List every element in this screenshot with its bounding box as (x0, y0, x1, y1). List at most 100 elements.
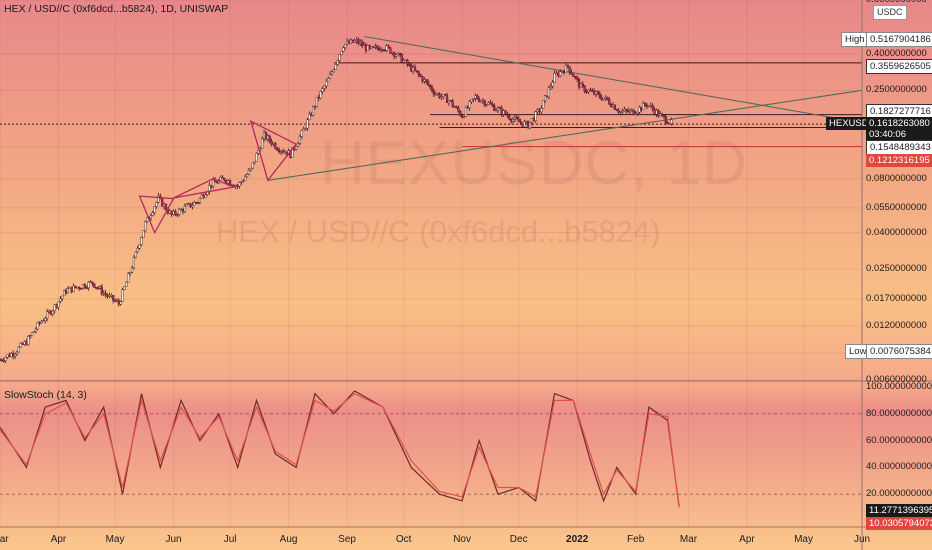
candles (0, 37, 673, 364)
candle-body (359, 41, 362, 44)
candle-body (253, 161, 256, 164)
candle-body (157, 195, 160, 203)
candle-body (74, 285, 77, 288)
candle-body (623, 109, 626, 112)
candle-body (95, 287, 98, 289)
candle-body (349, 39, 352, 44)
candle-body (244, 176, 247, 181)
candle-body (425, 79, 428, 82)
indicator-title[interactable]: SlowStoch (14, 3) (4, 389, 87, 401)
candle-body (468, 101, 471, 109)
candle-body (164, 204, 168, 210)
candle-body (115, 300, 119, 302)
candle-body (589, 89, 592, 92)
candle-body (44, 318, 47, 322)
candle-body (345, 41, 349, 45)
trendlines (267, 35, 863, 181)
candle-body (415, 70, 418, 72)
candle-body (647, 105, 650, 107)
candle-body (442, 94, 445, 97)
candle-body (449, 100, 452, 102)
candle-body (185, 204, 188, 207)
candle-body (129, 272, 132, 274)
candle-body (477, 98, 481, 102)
candle-body (627, 110, 630, 113)
candle-body (559, 71, 562, 77)
candle-body (47, 310, 51, 313)
candle-body (327, 78, 330, 82)
candle-body (189, 203, 192, 208)
countdown: 03:40:06 (869, 129, 906, 140)
candle-body (204, 194, 207, 198)
candle-body (540, 107, 543, 113)
candle-body (376, 45, 379, 49)
candle-body (106, 294, 109, 297)
grid-lines (0, 0, 863, 526)
candle-body (398, 52, 401, 55)
candle-body (476, 95, 479, 100)
candle-body (108, 295, 111, 297)
candle-body (606, 96, 609, 100)
candle-body (123, 286, 126, 290)
candle-body (574, 76, 577, 79)
candle-body (121, 289, 124, 302)
candle-body (577, 79, 581, 88)
candle-body (336, 60, 339, 65)
candle-body (455, 106, 458, 109)
candle-body (615, 109, 618, 111)
candle-body (40, 321, 43, 324)
candle-body (210, 184, 213, 187)
candle-body (498, 107, 501, 109)
candle-body (391, 52, 394, 54)
candle-body (396, 52, 400, 56)
candle-body (444, 94, 447, 96)
candle-body (96, 287, 100, 289)
candle-body (562, 71, 566, 73)
candle-body (25, 341, 28, 346)
candle-body (168, 210, 171, 214)
candle-body (642, 102, 645, 111)
pennant-1 (138, 195, 175, 235)
candle-body (594, 91, 598, 95)
candle-body (279, 150, 283, 153)
candle-body (472, 98, 475, 100)
candle-body (576, 76, 579, 80)
candle-body (332, 69, 335, 73)
candle-body (404, 59, 407, 62)
candle-body (528, 122, 532, 129)
candle-body (634, 113, 637, 115)
candle-body (657, 110, 660, 117)
candle-body (55, 304, 58, 308)
candle-body (178, 209, 181, 216)
time-tick-label: Mar (679, 534, 698, 545)
candle-body (496, 107, 500, 111)
candle-body (110, 295, 113, 297)
stoch-d-tag: 10.0305794073 (866, 517, 932, 530)
candle-body (474, 95, 477, 99)
candle-body (381, 49, 385, 51)
candle-body (385, 45, 388, 51)
candle-body (489, 102, 492, 105)
candle-body (389, 47, 392, 54)
candle-body (340, 51, 343, 56)
candle-body (417, 71, 420, 75)
candle-body (130, 267, 134, 273)
candle-body (538, 109, 541, 113)
candle-body (181, 209, 185, 212)
candle-body (666, 122, 669, 125)
candle-body (523, 121, 526, 127)
current-price: 0.1618263080 (869, 118, 930, 129)
candle-body (15, 351, 19, 355)
candle-body (78, 286, 81, 289)
candle-body (306, 119, 309, 129)
price-tick-label: 0.0120000000 (866, 320, 927, 332)
candle-body (445, 94, 449, 103)
time-tick-label: May (794, 534, 813, 545)
candle-body (132, 257, 136, 269)
candle-body (568, 66, 571, 73)
candle-body (651, 105, 654, 110)
candle-body (91, 281, 94, 284)
